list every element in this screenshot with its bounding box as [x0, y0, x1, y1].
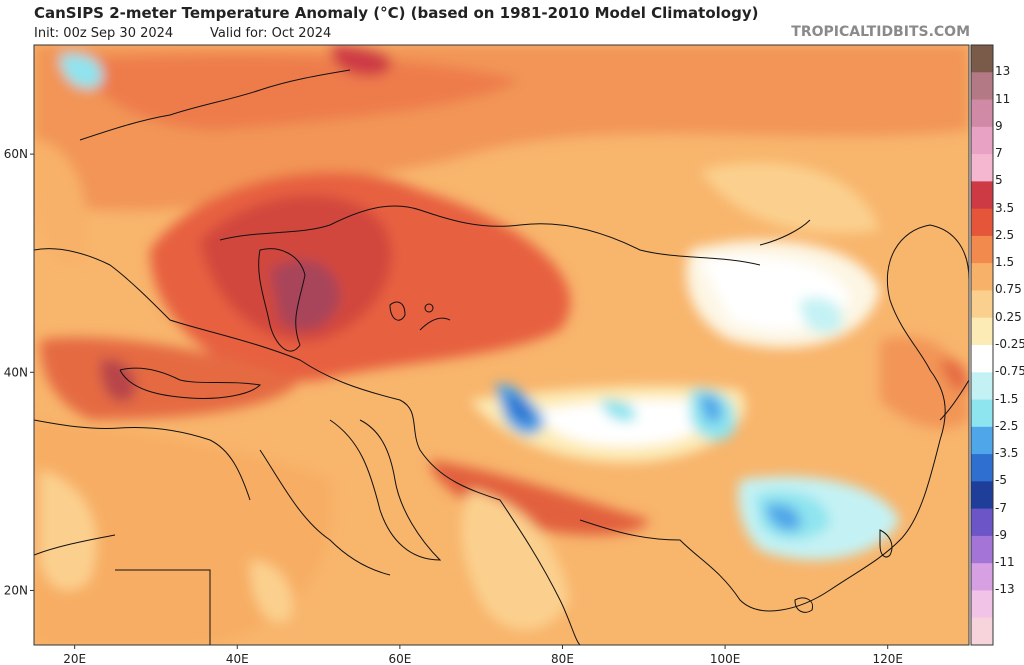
colorbar-swatch [971, 45, 993, 73]
colorbar-swatch [971, 290, 993, 319]
colorbar-label: -3.5 [995, 446, 1019, 461]
source-watermark: TROPICALTIDBITS.COM [791, 24, 970, 40]
coastlines [34, 69, 969, 645]
colorbar-label: -9 [995, 527, 1007, 542]
colorbar-swatch [971, 263, 993, 291]
colorbar-swatch [971, 508, 993, 537]
colorbar-label: -5 [995, 473, 1007, 488]
lat-label: 60N [4, 147, 28, 161]
lon-label: 100E [710, 652, 741, 665]
colorbar-swatch [971, 590, 993, 619]
colorbar-swatch [971, 154, 993, 182]
colorbar-swatch [971, 99, 993, 128]
lat-label: 40N [4, 365, 28, 379]
colorbar-label: 9 [995, 118, 1003, 133]
colorbar-swatch [971, 181, 993, 210]
colorbar-label: -7 [995, 500, 1007, 515]
colorbar-swatch [971, 454, 993, 482]
valid-time: Valid for: Oct 2024 [210, 26, 332, 41]
colorbar-swatch [971, 617, 993, 646]
colorbar-label: -2.5 [995, 418, 1019, 433]
colorbar-label: 0.25 [995, 309, 1022, 324]
lat-label: 20N [4, 583, 28, 597]
colorbar-swatch [971, 481, 993, 510]
colorbar-swatch [971, 372, 993, 401]
map-axes: 60N 40N 20N 20E 40E 60E 80E 100E 120E [4, 147, 903, 665]
colorbar-label: -13 [995, 582, 1015, 597]
colorbar-swatch [971, 235, 993, 264]
colorbar-label: -11 [995, 555, 1015, 570]
colorbar-label: -0.25 [995, 337, 1024, 351]
colorbar-swatch [971, 126, 993, 155]
map-title: CanSIPS 2-meter Temperature Anomaly (°C)… [34, 4, 759, 22]
colorbar-label: 5 [995, 173, 1003, 188]
lon-label: 120E [872, 652, 903, 665]
colorbar-swatch [971, 399, 993, 428]
anomaly-shading [34, 45, 969, 645]
colorbar-label: 3.5 [995, 200, 1015, 215]
colorbar-label: 7 [995, 146, 1003, 161]
colorbar-swatch [971, 345, 993, 373]
colorbar-label: 0.75 [995, 282, 1022, 297]
lon-label: 40E [226, 652, 249, 665]
colorbar-label: -0.75 [995, 364, 1024, 379]
colorbar-label: 2.5 [995, 227, 1015, 242]
colorbar [970, 44, 994, 646]
colorbar-swatch [971, 317, 993, 346]
lon-label: 80E [551, 652, 574, 665]
colorbar-swatch [971, 535, 993, 564]
lon-label: 20E [63, 652, 86, 665]
colorbar-swatch [971, 563, 993, 591]
colorbar-label: 11 [995, 91, 1011, 106]
colorbar-swatch [971, 208, 993, 237]
colorbar-swatch [971, 72, 993, 101]
colorbar-label: 13 [995, 64, 1011, 79]
init-time: Init: 00z Sep 30 2024 [34, 26, 174, 41]
colorbar-swatch [971, 426, 993, 455]
colorbar-label: 1.5 [995, 255, 1015, 270]
lon-label: 60E [388, 652, 411, 665]
anomaly-field [34, 45, 969, 645]
colorbar-label: -1.5 [995, 391, 1019, 406]
colorbar-border [970, 44, 994, 646]
